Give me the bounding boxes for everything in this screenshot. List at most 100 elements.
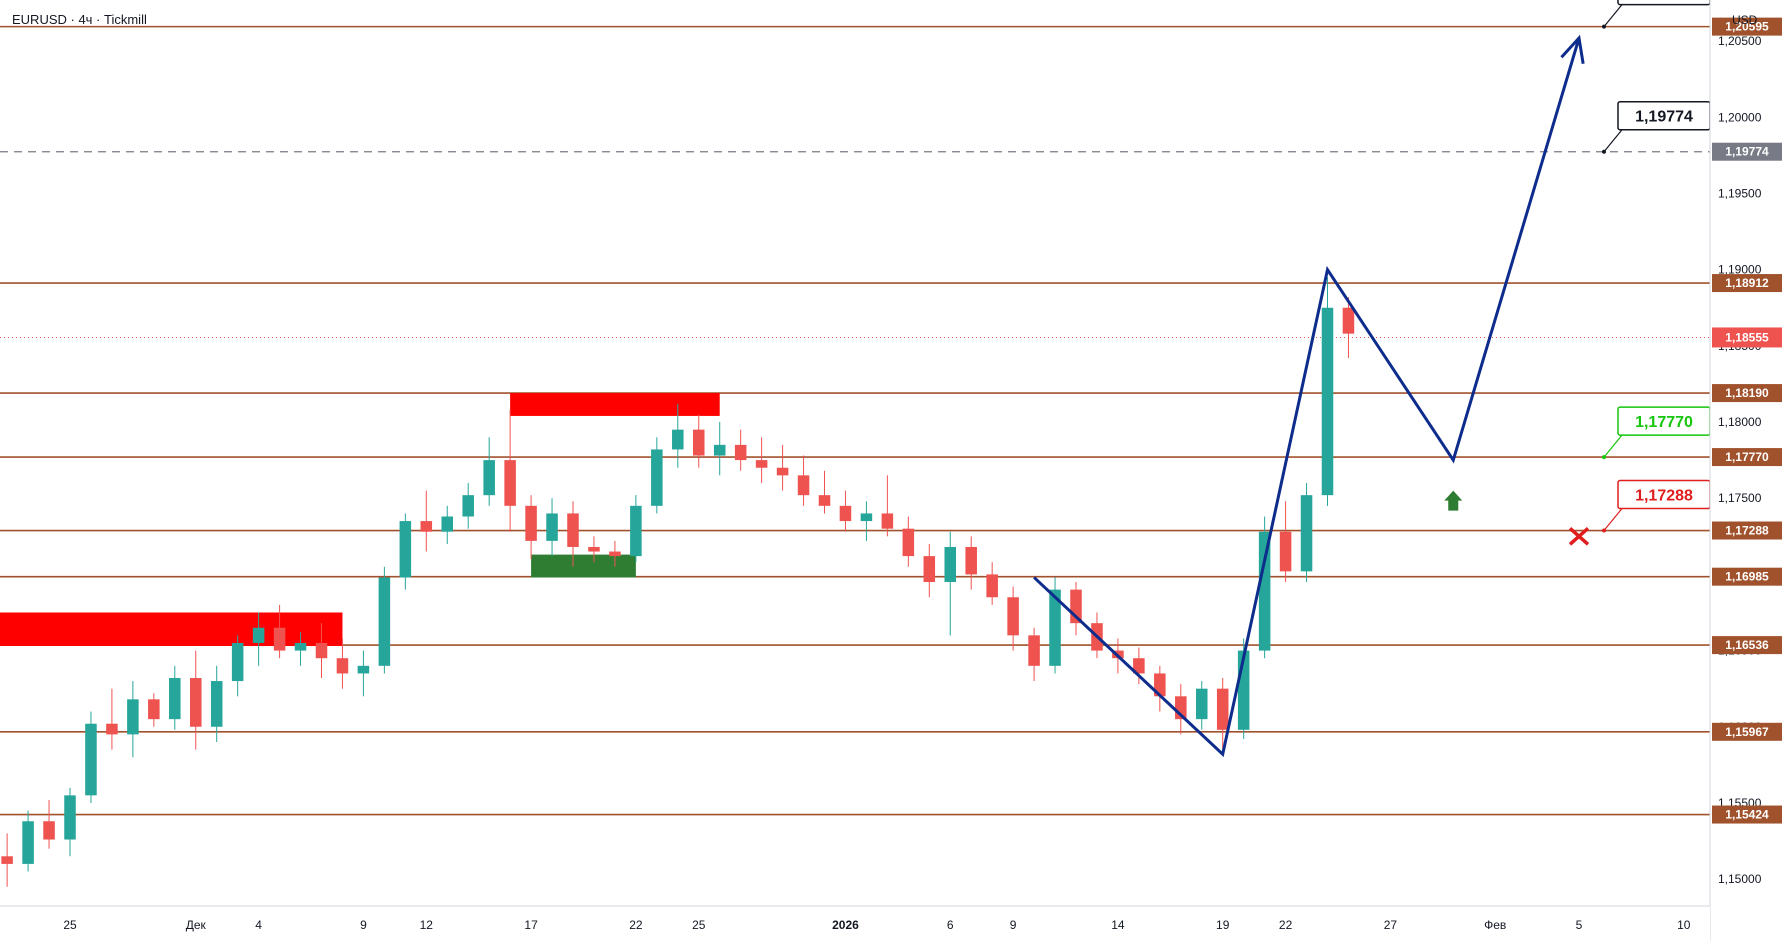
- plot-background: [0, 0, 1710, 906]
- x-tick-label: 25: [692, 918, 706, 932]
- level-price-labels: 1,20595 1,19774 1,18912 1,18190 1,17770 1,172…: [1712, 17, 1782, 824]
- x-tick-label: 9: [360, 918, 367, 932]
- level-label-box: [1712, 521, 1782, 540]
- candle-body: [546, 513, 558, 541]
- horizontal-levels: [0, 25, 1710, 816]
- callout-label: 1,20595: [1635, 0, 1693, 1]
- callout-anchor: [1602, 149, 1606, 154]
- candle-body: [22, 821, 34, 864]
- price-callouts: 1,20595 1,19774 1,17770 1,17288: [1602, 0, 1711, 533]
- y-tick-label: 1,17500: [1718, 491, 1762, 505]
- level-label-box: [1712, 17, 1782, 36]
- candle-body: [588, 546, 600, 552]
- candle-body: [651, 449, 663, 506]
- x-tick-label: 4: [255, 918, 262, 932]
- candle-body: [273, 627, 286, 651]
- level-label-box: [1712, 142, 1782, 161]
- supply-zone: [0, 612, 343, 647]
- level-price-label: 1,15424: [1725, 808, 1769, 822]
- candle-body: [1258, 531, 1271, 651]
- candle-body: [85, 723, 97, 796]
- callout-pointer: [1603, 4, 1623, 27]
- x-tick-label: 2026: [832, 918, 859, 932]
- candle-body: [672, 429, 684, 450]
- candle-body: [986, 574, 998, 598]
- candle-body: [1321, 307, 1334, 496]
- candle-body: [881, 513, 894, 529]
- level-price-label: 1,16536: [1725, 638, 1769, 652]
- candle-body: [189, 678, 202, 727]
- cross-marker: [1568, 526, 1590, 546]
- currency-label: USD: [1732, 13, 1758, 27]
- candle-body: [567, 513, 579, 547]
- level-price-label: 1,20595: [1725, 20, 1769, 34]
- time-axis-panel[interactable]: [0, 906, 1710, 941]
- projection-arrowhead: [1560, 34, 1585, 64]
- candle-body: [755, 460, 768, 468]
- candle-body: [797, 475, 810, 496]
- callout-label: 1,17770: [1635, 414, 1693, 431]
- y-tick-label: 1,19500: [1718, 186, 1762, 200]
- demand-zone: [531, 554, 636, 578]
- level-label-box: [1712, 567, 1782, 586]
- candle-body: [504, 460, 516, 506]
- y-tick-label: 1,20000: [1718, 110, 1762, 124]
- up-arrow-marker: [1444, 490, 1463, 511]
- supply-zone: [510, 393, 720, 416]
- candle-body: [378, 577, 391, 666]
- callout-label: 1,17288: [1635, 488, 1693, 505]
- level-label-box: [1712, 805, 1782, 824]
- callout-anchor: [1602, 24, 1606, 29]
- candle-body: [902, 528, 915, 557]
- candle-body: [1007, 597, 1019, 636]
- x-tick-label: Дек: [186, 918, 207, 932]
- x-tick-label: 10: [1677, 918, 1691, 932]
- callout-anchor: [1602, 528, 1606, 533]
- level-label-box: [1712, 722, 1782, 741]
- x-tick-label: 5: [1576, 918, 1583, 932]
- candle-body: [106, 723, 118, 735]
- level-price-label: 1,19774: [1725, 145, 1769, 159]
- candle-body: [252, 627, 265, 643]
- callout-pointer: [1603, 508, 1623, 531]
- price-zones: [0, 393, 720, 647]
- time-axis: 25 Дек 4 9 12 17 22 25 2026 6 9 14 19 22 27 Фев 5 10: [63, 918, 1690, 932]
- x-tick-label: 25: [63, 918, 77, 932]
- projection-polyline: [1033, 37, 1581, 758]
- candle-body: [357, 665, 370, 674]
- current-price-label: 1,18555: [1725, 330, 1769, 344]
- projection-path: [1033, 34, 1585, 758]
- x-tick-label: 9: [1010, 918, 1017, 932]
- callout-anchor: [1602, 455, 1606, 460]
- candle-body: [525, 505, 537, 541]
- candle-body: [1195, 688, 1208, 720]
- candle-body: [860, 513, 873, 522]
- x-tick-label: 6: [947, 918, 954, 932]
- y-tick-label: 1,18000: [1718, 415, 1762, 429]
- x-tick-label: 14: [1111, 918, 1125, 932]
- candle-body: [315, 642, 328, 659]
- level-price-label: 1,15967: [1725, 725, 1769, 739]
- candle-body: [923, 556, 936, 583]
- candle-body: [734, 444, 747, 461]
- x-tick-label: 22: [629, 918, 643, 932]
- candle-body: [441, 516, 454, 532]
- candlestick-series: [1, 277, 1355, 887]
- level-price-label: 1,18190: [1725, 386, 1769, 400]
- callout-label: 1,19774: [1635, 109, 1693, 126]
- candle-body: [399, 521, 412, 578]
- candle-body: [148, 699, 160, 720]
- candle-body: [294, 642, 307, 651]
- candle-body: [965, 546, 977, 575]
- symbol-header: EURUSD · 4ч · Tickmill: [12, 12, 147, 27]
- callout-pointer: [1603, 129, 1623, 153]
- level-price-label: 1,17770: [1725, 450, 1769, 464]
- x-tick-label: 22: [1279, 918, 1293, 932]
- candle-body: [127, 699, 139, 735]
- x-tick-label: 12: [420, 918, 434, 932]
- candle-body: [64, 795, 76, 840]
- candle-body: [713, 444, 726, 456]
- y-tick-label: 1,15000: [1718, 872, 1762, 886]
- level-price-label: 1,17288: [1725, 524, 1769, 538]
